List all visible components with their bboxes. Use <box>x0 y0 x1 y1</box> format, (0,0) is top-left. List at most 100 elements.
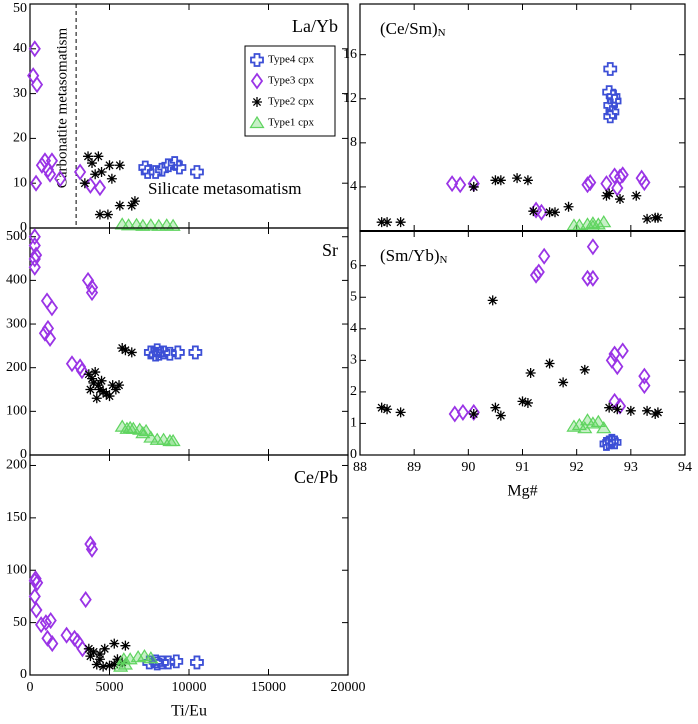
data-point <box>143 651 159 664</box>
data-point <box>90 169 101 180</box>
panel-label-main: (Sm/Yb) <box>380 246 440 265</box>
data-point <box>126 200 137 211</box>
data-point <box>94 654 105 665</box>
data-point <box>31 574 44 592</box>
x-tick-label: 15000 <box>251 680 286 695</box>
x-tick-label: 93 <box>624 460 638 475</box>
data-point <box>28 587 41 605</box>
data-point <box>117 657 133 670</box>
data-point <box>84 535 97 553</box>
data-point <box>45 299 59 317</box>
y-tick-label: 500 <box>6 229 27 244</box>
panel-label-main: (Ce/Sm) <box>380 19 438 38</box>
data-point <box>85 651 96 662</box>
data-point <box>96 375 107 386</box>
data-point <box>94 384 105 395</box>
data-point <box>190 655 204 670</box>
data-point <box>612 404 623 415</box>
data-point <box>79 591 92 609</box>
data-point <box>44 611 57 630</box>
annotation: Carbonatite metasomatism <box>54 27 70 188</box>
data-point <box>94 209 105 220</box>
y-tick-label: 0 <box>20 447 27 462</box>
y-tick-label: 0 <box>350 447 357 462</box>
data-point <box>611 179 624 197</box>
data-point <box>376 217 387 228</box>
data-point <box>28 250 41 268</box>
data-point <box>596 215 612 228</box>
legend-label: Type1 cpx <box>268 117 314 129</box>
data-point <box>29 570 42 588</box>
data-point <box>91 659 102 670</box>
x-tick-label: 92 <box>570 460 584 475</box>
y-tick-label: 200 <box>6 458 27 473</box>
data-point <box>611 358 624 376</box>
data-point <box>112 654 123 665</box>
data-point <box>79 178 90 189</box>
data-point <box>83 643 94 654</box>
data-point <box>85 384 96 395</box>
legend-marker <box>250 53 264 67</box>
data-point <box>94 649 105 660</box>
data-point <box>613 397 627 415</box>
y-tick-label: 5 <box>350 289 357 304</box>
data-point <box>535 203 548 221</box>
data-point <box>638 377 651 395</box>
data-point <box>40 292 54 310</box>
y-tick-label: 50 <box>13 1 27 16</box>
data-point <box>46 635 59 653</box>
data-point <box>102 209 113 220</box>
data-point <box>38 324 52 342</box>
data-point <box>382 217 393 228</box>
data-point <box>652 407 663 418</box>
data-point <box>581 176 594 194</box>
y-tick-label: 150 <box>6 510 27 525</box>
panel-label: Ce/Pb <box>294 467 338 487</box>
data-point <box>88 377 99 388</box>
data-point <box>550 207 560 218</box>
data-point <box>85 284 99 302</box>
data-point <box>544 207 555 218</box>
data-point <box>652 212 663 223</box>
annotation: Silicate metasomatism <box>148 179 301 198</box>
data-point <box>73 163 87 181</box>
data-point <box>104 660 115 671</box>
legend-label: Type3 cpx <box>268 75 314 87</box>
data-point <box>93 179 107 197</box>
y-tick-label: 300 <box>6 316 27 331</box>
data-point <box>30 76 44 94</box>
data-point <box>114 380 125 391</box>
data-point <box>104 391 115 402</box>
data-point <box>586 269 600 287</box>
data-point <box>616 166 629 184</box>
panel-label: (Sm/Yb)N <box>380 246 448 266</box>
data-point <box>99 643 110 654</box>
x-tick-label: 90 <box>461 460 475 475</box>
data-point <box>625 405 636 416</box>
data-point <box>517 396 528 407</box>
data-point <box>101 388 112 399</box>
y-tick-label: 0 <box>20 220 27 235</box>
data-point <box>114 160 125 171</box>
data-point <box>129 196 140 207</box>
data-point <box>538 247 551 265</box>
data-point <box>43 329 57 347</box>
data-point <box>468 181 479 192</box>
data-point <box>395 217 406 228</box>
data-point <box>615 194 625 205</box>
data-point <box>161 158 176 173</box>
data-point <box>188 345 203 360</box>
data-point <box>39 614 53 632</box>
legend-label: Type2 cpx <box>268 96 314 108</box>
y-tick-label: 10 <box>13 175 27 190</box>
data-point <box>638 367 651 385</box>
data-point <box>608 392 621 410</box>
data-point <box>106 173 117 184</box>
data-point <box>445 175 459 193</box>
data-point <box>631 190 642 201</box>
data-point <box>586 238 600 256</box>
data-point <box>596 421 612 434</box>
data-point <box>83 369 94 380</box>
x-tick-label: 20000 <box>331 680 366 695</box>
